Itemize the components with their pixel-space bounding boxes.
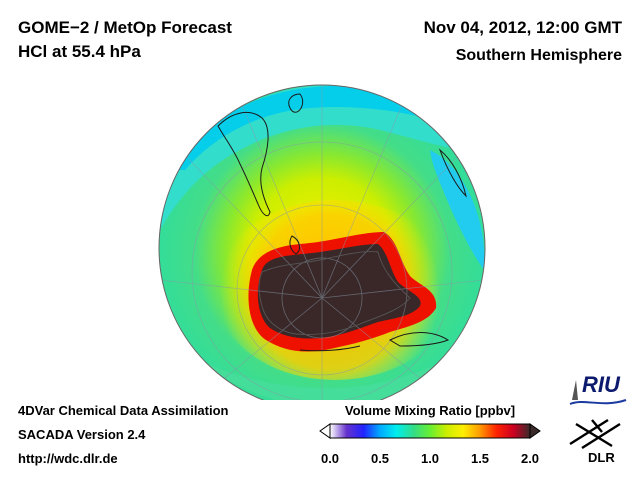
low-ratio-region-cyan: [170, 86, 450, 170]
colorbar-scale: [329, 423, 531, 439]
colorbar-title: Volume Mixing Ratio [ppbv]: [344, 403, 516, 418]
riu-text: RIU: [582, 372, 620, 397]
low-ratio-region-east: [430, 150, 485, 270]
map-title: GOME−2 / MetOp Forecast: [18, 18, 232, 37]
vortex-core: [257, 244, 421, 339]
riu-logo: RIU: [566, 372, 630, 408]
graticule: [159, 85, 485, 400]
colorbar-under-arrow: [319, 423, 331, 439]
coastlines: [217, 93, 467, 352]
riu-icon: [569, 380, 627, 405]
method-label: 4DVar Chemical Data Assimilation: [18, 403, 229, 418]
species-label: HCl at 55.4 hPa: [18, 42, 141, 61]
colorbar-tick-label: 0.5: [370, 451, 390, 466]
source-url: http://wdc.dlr.de: [18, 451, 118, 466]
colorbar-tick-label: 1.5: [470, 451, 490, 466]
colorbar: [319, 423, 541, 439]
dlr-icon: [569, 418, 621, 450]
hemisphere-map: [158, 84, 486, 400]
datetime-label: Nov 04, 2012, 12:00 GMT: [423, 18, 622, 37]
colorbar-over-arrow: [529, 423, 541, 439]
colorbar-tick-label: 1.0: [420, 451, 440, 466]
colorbar-tick-label: 2.0: [520, 451, 540, 466]
version-label: SACADA Version 2.4: [18, 427, 146, 442]
dlr-logo: DLR: [562, 416, 632, 466]
region-label: Southern Hemisphere: [455, 47, 622, 64]
dlr-text: DLR: [588, 450, 615, 465]
globe-outline: [158, 84, 486, 400]
colorbar-tick-label: 0.0: [320, 451, 340, 466]
